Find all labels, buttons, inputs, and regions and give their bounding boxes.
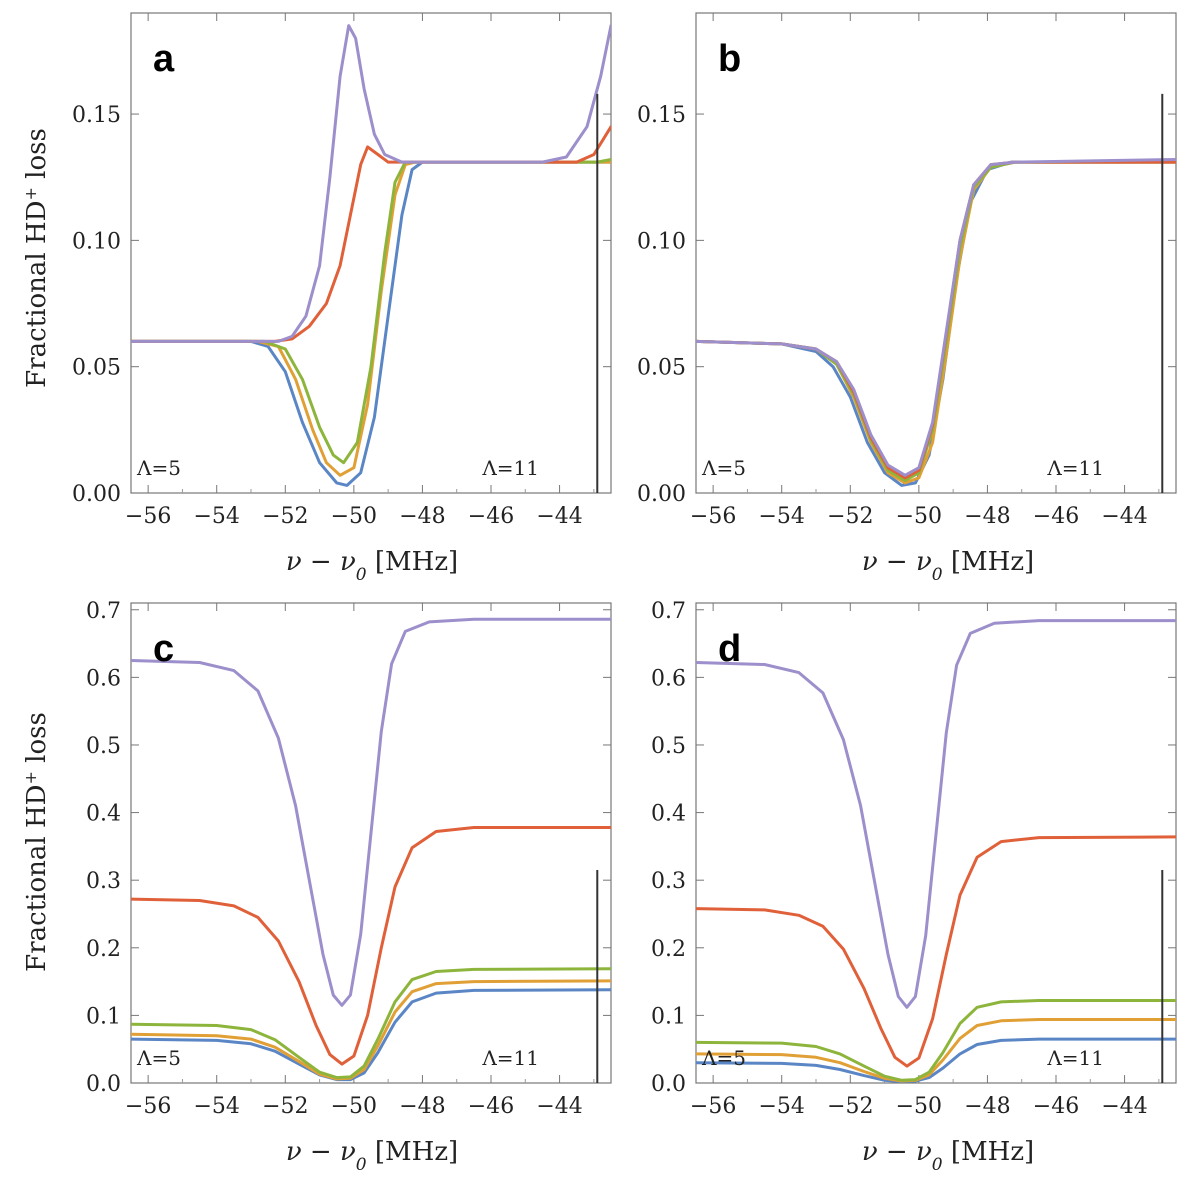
y-tick-label: 0.10 [72,229,121,254]
y-tick-label: 0.3 [86,869,121,894]
y-axis-title-bottom: Fractional HD+ loss [21,712,53,972]
y-tick-label: 0.0 [86,1072,121,1097]
x-tick-label: −46 [1033,1094,1079,1119]
y-tick-label: 0.1 [651,1004,686,1029]
series-line-green [131,967,611,1080]
y-tick-label: 0.7 [86,599,121,624]
x-tick-label: −54 [193,504,239,529]
x-tick-label: −48 [964,504,1010,529]
panel-a: −56 −54 −52 −50 −48 −46 −44 0.00 0.05 0.10 0.15 a Λ=… [72,12,612,529]
y-tick-label: 0.15 [637,103,686,128]
y-tick-label: 0.6 [651,666,686,691]
x-tick-label: −56 [125,504,171,529]
y-tick-label: 0.10 [637,229,686,254]
x-tick-label: −44 [536,1094,582,1119]
plot-frame [130,12,612,494]
x-tick-label: −56 [690,504,736,529]
x-tick-label: −50 [331,1094,377,1119]
x-tick-label: −54 [193,1094,239,1119]
y-tick-label: 0.0 [651,1072,686,1097]
x-tick-label: −52 [827,504,873,529]
y-tick-label: 0.2 [86,937,121,962]
lambda-left-label: Λ=5 [136,1046,181,1070]
y-tick-label: 0.00 [637,482,686,507]
y-tick-label: 0.1 [86,1004,121,1029]
x-tick-label: −44 [1101,504,1147,529]
series-line-purple [131,24,611,343]
y-tick-label: 0.7 [651,599,686,624]
x-axis-title-d: ν − ν0 [MHz] [862,1137,1034,1175]
lambda-right-label: Λ=11 [481,456,539,480]
x-tick-label: −48 [399,504,445,529]
series-line-green [131,158,611,465]
lambda-right-label: Λ=11 [481,1046,539,1070]
series-line-green [696,999,1176,1082]
series-line-blue [131,160,611,487]
x-axis-title-a: ν − ν0 [MHz] [286,547,458,585]
x-tick-label: −56 [125,1094,171,1119]
lambda-left-label: Λ=5 [701,1046,746,1070]
series-line-purple [696,619,1176,1009]
series-line-purple [696,158,1176,477]
panel-letter: c [153,628,174,670]
x-tick-label: −44 [1101,1094,1147,1119]
x-tick-label: −52 [262,1094,308,1119]
x-tick-label: −46 [1033,504,1079,529]
y-tick-label: 0.6 [86,666,121,691]
x-tick-label: −48 [399,1094,445,1119]
y-tick-label: 0.4 [651,802,686,827]
lambda-right-label: Λ=11 [1046,456,1104,480]
x-tick-label: −46 [468,504,514,529]
series-line-orange [131,160,611,477]
series-line-blue [696,160,1176,487]
series-line-red [131,826,611,1066]
x-tick-label: −52 [827,1094,873,1119]
panel-b: −56 −54 −52 −50 −48 −46 −44 0.00 0.05 0.10 0.15 b Λ=… [637,12,1177,529]
x-tick-label: −44 [536,504,582,529]
y-tick-label: 0.4 [86,802,121,827]
panel-c: −56 −54 −52 −50 −48 −46 −44 0.0 0.1 0.2 0.3 0.4 0.5 0… [86,599,612,1119]
y-tick-label: 0.2 [651,937,686,962]
panel-letter: a [153,38,175,80]
lambda-left-label: Λ=5 [701,456,746,480]
x-axis-title-c: ν − ν0 [MHz] [286,1137,458,1175]
x-tick-label: −50 [896,1094,942,1119]
y-tick-label: 0.00 [72,482,121,507]
y-tick-label: 0.5 [651,734,686,759]
panel-letter: b [718,38,741,80]
x-tick-label: −54 [758,504,804,529]
y-tick-label: 0.05 [72,356,121,381]
x-tick-label: −54 [758,1094,804,1119]
series-line-red [696,835,1176,1068]
x-tick-label: −50 [331,504,377,529]
lambda-left-label: Λ=5 [136,456,181,480]
series-line-purple [131,617,611,1007]
lambda-right-label: Λ=11 [1046,1046,1104,1070]
x-tick-label: −48 [964,1094,1010,1119]
y-axis-title-top: Fractional HD+ loss [21,128,53,388]
panel-d: −56 −54 −52 −50 −48 −46 −44 0.0 0.1 0.2 0.3 0.4 0.5 0… [651,599,1177,1119]
y-tick-label: 0.5 [86,734,121,759]
x-tick-label: −52 [262,504,308,529]
x-tick-label: −46 [468,1094,514,1119]
panel-letter: d [718,628,741,670]
y-tick-label: 0.05 [637,356,686,381]
y-tick-label: 0.15 [72,103,121,128]
x-tick-label: −56 [690,1094,736,1119]
y-tick-label: 0.3 [651,869,686,894]
x-tick-label: −50 [896,504,942,529]
x-axis-title-b: ν − ν0 [MHz] [862,547,1034,585]
